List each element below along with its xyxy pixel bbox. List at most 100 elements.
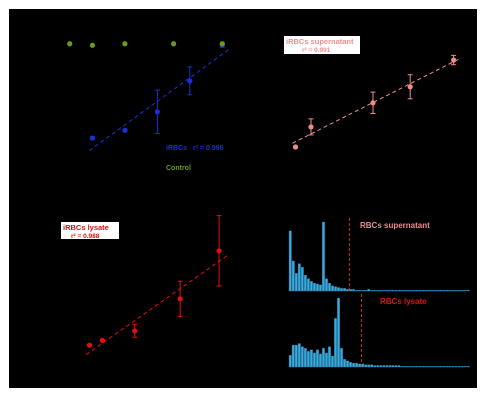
histogram-bar	[291, 344, 295, 368]
data-point	[67, 41, 73, 47]
histogram-bar	[457, 366, 461, 368]
lysate-r2-label: r² = 0.988	[71, 233, 100, 240]
histogram-bar	[439, 289, 443, 292]
histogram-bar	[424, 366, 428, 368]
histogram-bar	[358, 289, 362, 292]
histogram-bar	[406, 366, 410, 368]
histogram-bar	[430, 289, 434, 292]
histogram-bar	[442, 289, 446, 292]
histogram-bar	[343, 288, 346, 292]
data-point	[370, 100, 376, 106]
data-point	[86, 342, 93, 348]
lysate-title: iRBCs lysate	[63, 223, 109, 232]
histogram-bar	[421, 366, 425, 368]
histogram-bar	[379, 289, 383, 292]
histogram-bar	[361, 289, 365, 292]
histogram-bar	[391, 289, 395, 292]
figure-background	[9, 9, 477, 388]
histogram-bar	[436, 366, 440, 368]
data-point	[89, 42, 96, 48]
histogram-bar	[376, 365, 380, 368]
histogram-bar	[325, 278, 328, 292]
rbcs-lysate-title: RBCs lysate	[380, 297, 427, 306]
histogram-bar	[300, 346, 304, 368]
histogram-bar	[436, 289, 440, 292]
histogram-bar	[325, 352, 328, 368]
panel-bottom-left	[85, 215, 228, 356]
fit-line	[292, 57, 462, 144]
histogram-bar	[394, 289, 398, 292]
histogram-bar	[454, 289, 458, 292]
histogram-bar	[364, 289, 368, 292]
histogram-bar	[454, 366, 458, 368]
panel-right-bottom	[288, 294, 470, 368]
histogram-bar	[312, 352, 316, 368]
histogram-bar	[312, 282, 316, 292]
histogram-bar	[315, 283, 319, 292]
histogram-bar	[352, 289, 356, 292]
histogram-bar	[433, 366, 437, 368]
histogram-bar	[331, 355, 334, 368]
histogram-bar	[355, 289, 359, 292]
histogram-bar	[334, 286, 337, 292]
histogram-bar	[403, 366, 407, 368]
data-point	[154, 109, 160, 115]
data-point	[122, 41, 128, 47]
histogram-bar	[364, 364, 368, 368]
supernatant-r2-label: r² = 0.991	[302, 47, 331, 54]
histogram-bar	[373, 289, 377, 292]
data-point	[122, 127, 128, 133]
histogram-bar	[358, 363, 362, 368]
histogram-bar	[388, 289, 392, 292]
histogram-bar	[346, 289, 349, 292]
histogram-bar	[379, 365, 383, 368]
histogram-bar	[409, 289, 413, 292]
panel-right-middle	[288, 218, 470, 292]
histogram-bar	[288, 230, 292, 292]
histogram-bar	[451, 289, 455, 292]
histogram-bar	[319, 353, 322, 368]
histogram-bar	[370, 289, 374, 292]
histogram-bar	[421, 289, 425, 292]
histogram-bar	[322, 221, 325, 292]
data-point	[89, 135, 96, 141]
histogram-bar	[466, 289, 470, 292]
rbcs-supernatant-title: RBCs supernatant	[360, 221, 430, 230]
histogram-bar	[340, 348, 343, 368]
supernatant-title: iRBCs supernatant	[286, 37, 354, 46]
histogram-bar	[294, 273, 298, 292]
histogram-bar	[442, 366, 446, 368]
fit-line	[85, 255, 228, 356]
data-point	[219, 41, 225, 47]
irbcs-r2-label: r² = 0.998	[193, 145, 224, 152]
histogram-bar	[319, 284, 322, 292]
histogram-bar	[373, 365, 377, 368]
histogram-bar	[346, 360, 349, 368]
histogram-bar	[300, 266, 304, 292]
histogram-bar	[385, 365, 389, 368]
histogram-bar	[382, 289, 386, 292]
histogram-bar	[427, 366, 431, 368]
histogram-bar	[400, 366, 404, 368]
histogram-bar	[412, 366, 416, 368]
histogram-bar	[334, 318, 337, 368]
histogram-bar	[349, 362, 353, 368]
histogram-bar	[445, 366, 449, 368]
histogram-bar	[391, 365, 395, 368]
supernatant-label-box	[284, 36, 360, 54]
histogram-bar	[415, 366, 419, 368]
data-point	[407, 84, 413, 90]
lysate-label-box	[61, 222, 119, 239]
panel-top-right	[292, 54, 462, 150]
histogram-bar	[460, 289, 464, 292]
histogram-bar	[439, 366, 443, 368]
histogram-bar	[322, 348, 325, 368]
histogram-bar	[403, 289, 407, 292]
histogram-bar	[463, 289, 467, 292]
histogram-bar	[294, 344, 298, 368]
histogram-bar	[457, 289, 461, 292]
histogram-bar	[415, 289, 419, 292]
histogram-bar	[352, 362, 356, 368]
histogram-bar	[466, 366, 470, 368]
